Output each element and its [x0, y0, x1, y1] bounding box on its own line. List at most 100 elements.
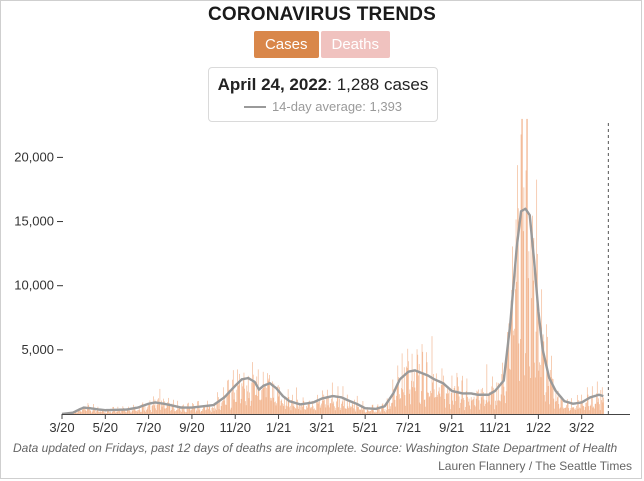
- daily-case-bar: [238, 384, 240, 414]
- daily-case-bar: [343, 406, 344, 414]
- daily-case-bar: [496, 382, 498, 414]
- daily-case-bar: [175, 410, 177, 414]
- daily-case-bar: [282, 403, 283, 414]
- daily-case-bar: [160, 409, 161, 414]
- daily-case-bar: [480, 403, 481, 414]
- daily-case-bar: [427, 392, 429, 414]
- daily-case-bar: [347, 406, 349, 414]
- daily-case-bar: [402, 389, 404, 414]
- daily-case-bar: [394, 399, 396, 414]
- daily-case-bar: [378, 408, 380, 414]
- daily-case-bar: [229, 389, 231, 414]
- daily-case-bar: [172, 405, 174, 414]
- daily-case-bar: [460, 399, 462, 414]
- daily-case-bar: [421, 391, 422, 414]
- daily-case-bar: [99, 409, 101, 414]
- daily-case-bar: [299, 403, 300, 414]
- daily-case-bar: [582, 405, 584, 414]
- daily-case-bar: [524, 353, 526, 414]
- daily-case-bar: [289, 407, 290, 414]
- daily-case-bar: [111, 413, 112, 414]
- daily-case-bar: [480, 389, 482, 414]
- daily-case-bar: [485, 400, 487, 414]
- daily-case-bar: [356, 403, 357, 414]
- tooltip-cases-value: : 1,288 cases: [327, 75, 429, 94]
- daily-case-bar: [237, 369, 238, 414]
- daily-case-bar: [161, 400, 162, 414]
- daily-case-bar: [428, 392, 429, 414]
- daily-case-bar: [595, 403, 597, 414]
- daily-case-bar: [446, 393, 448, 414]
- deaths-toggle-button[interactable]: Deaths: [320, 31, 391, 58]
- daily-case-bar: [599, 410, 601, 414]
- daily-case-bar: [549, 404, 550, 414]
- daily-case-bar: [196, 411, 198, 414]
- daily-case-bar: [562, 407, 564, 414]
- daily-case-bar: [272, 397, 274, 414]
- daily-case-bar: [401, 353, 403, 414]
- daily-case-bar: [319, 401, 320, 414]
- daily-case-bar: [405, 405, 406, 414]
- daily-case-bar: [424, 399, 426, 414]
- daily-case-bar: [543, 341, 545, 414]
- daily-case-bar: [378, 406, 379, 414]
- daily-case-bar: [88, 405, 89, 414]
- daily-case-bar: [257, 395, 258, 414]
- daily-case-bar: [210, 412, 212, 414]
- daily-case-bar: [391, 403, 392, 414]
- daily-case-bar: [138, 409, 139, 414]
- daily-case-bar: [174, 411, 176, 414]
- daily-case-bar: [118, 409, 119, 414]
- daily-case-bar: [505, 403, 506, 414]
- daily-case-bar: [567, 399, 568, 414]
- daily-case-bar: [267, 380, 269, 414]
- daily-case-bar: [157, 399, 159, 414]
- daily-case-bar: [76, 412, 77, 414]
- daily-case-bar: [296, 387, 297, 414]
- x-axis: 3/20 5/20 7/20 9/20 11/20 1/21 3/21 5/21 7/21 9/2…: [49, 414, 630, 435]
- daily-case-bar: [442, 384, 444, 414]
- cases-toggle-button[interactable]: Cases: [253, 31, 319, 58]
- daily-case-bar: [146, 410, 147, 414]
- daily-case-bar: [203, 405, 204, 414]
- daily-case-bar: [366, 407, 368, 414]
- daily-case-bar: [94, 409, 95, 414]
- y-tick-label: 10,000: [14, 278, 54, 293]
- daily-case-bar: [351, 401, 353, 414]
- daily-case-bar: [429, 395, 431, 414]
- daily-case-bar: [500, 394, 502, 414]
- daily-case-bar: [487, 402, 488, 414]
- daily-case-bar: [86, 411, 87, 414]
- daily-case-bar: [569, 409, 571, 414]
- daily-case-bar: [379, 412, 381, 414]
- daily-case-bar: [522, 231, 524, 414]
- daily-case-bar: [473, 396, 475, 414]
- daily-case-bar: [167, 402, 169, 414]
- daily-case-bar: [483, 399, 485, 414]
- daily-case-bar: [332, 403, 334, 414]
- daily-case-bar: [533, 238, 535, 414]
- daily-case-bar: [168, 397, 169, 414]
- daily-case-bar: [222, 401, 223, 414]
- daily-case-bar: [108, 410, 109, 414]
- daily-case-bar: [215, 408, 216, 414]
- daily-case-bar: [344, 398, 345, 414]
- daily-case-bar: [395, 406, 396, 414]
- daily-case-bar: [436, 396, 438, 414]
- daily-case-bar: [295, 408, 297, 414]
- daily-case-bar: [153, 405, 155, 414]
- daily-case-bar: [357, 407, 359, 414]
- daily-case-bar: [242, 386, 243, 414]
- daily-case-bar: [126, 409, 128, 414]
- daily-case-bar: [369, 411, 371, 414]
- daily-case-bar: [213, 410, 215, 414]
- daily-case-bar: [493, 390, 495, 414]
- daily-case-bar: [375, 411, 377, 414]
- daily-case-bar: [453, 404, 454, 414]
- tooltip-date: April 24, 2022: [217, 75, 328, 94]
- daily-case-bar: [399, 399, 401, 414]
- daily-case-bar: [484, 406, 486, 414]
- daily-case-bar: [190, 410, 191, 414]
- daily-case-bar: [96, 408, 98, 414]
